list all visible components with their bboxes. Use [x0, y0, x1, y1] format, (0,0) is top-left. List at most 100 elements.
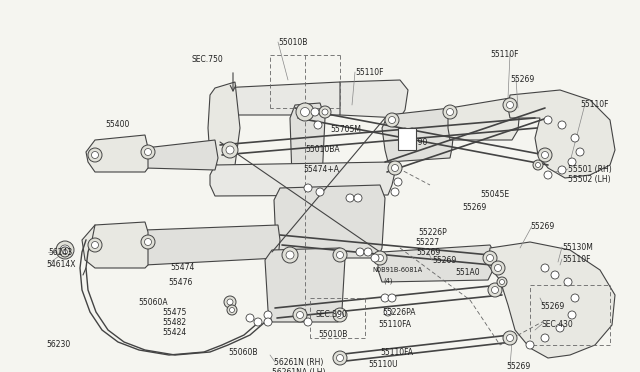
Text: 55474+A: 55474+A [303, 165, 339, 174]
Polygon shape [340, 80, 408, 118]
Circle shape [495, 264, 502, 272]
Circle shape [506, 334, 513, 341]
Circle shape [319, 106, 331, 118]
Circle shape [373, 251, 387, 265]
Circle shape [571, 294, 579, 302]
Circle shape [492, 286, 499, 294]
Text: 56230: 56230 [46, 340, 70, 349]
Circle shape [304, 184, 312, 192]
Circle shape [145, 238, 152, 246]
Polygon shape [274, 185, 385, 258]
Circle shape [264, 318, 272, 326]
Circle shape [541, 334, 549, 342]
Polygon shape [378, 245, 496, 282]
Text: 55110F: 55110F [490, 50, 518, 59]
Circle shape [364, 248, 372, 256]
Text: 55110F: 55110F [562, 255, 591, 264]
Circle shape [541, 151, 548, 158]
Text: 55269: 55269 [540, 302, 564, 311]
Circle shape [392, 164, 399, 171]
Text: 55110F: 55110F [580, 100, 609, 109]
Circle shape [224, 296, 236, 308]
Circle shape [538, 148, 552, 162]
Text: 55110F: 55110F [355, 68, 383, 77]
Text: 55269: 55269 [416, 248, 440, 257]
Text: SEC.430: SEC.430 [542, 320, 573, 329]
Text: 55110FA: 55110FA [380, 348, 413, 357]
Text: 55705M: 55705M [330, 125, 361, 134]
Polygon shape [86, 135, 148, 172]
Circle shape [337, 311, 344, 318]
Circle shape [381, 294, 389, 302]
Text: 55474: 55474 [170, 263, 195, 272]
FancyBboxPatch shape [398, 128, 416, 150]
Circle shape [141, 235, 155, 249]
Circle shape [227, 299, 233, 305]
Text: 55226PA: 55226PA [382, 308, 415, 317]
Polygon shape [82, 222, 148, 268]
Circle shape [551, 271, 559, 279]
Text: 55110FA: 55110FA [378, 320, 411, 329]
Circle shape [491, 261, 505, 275]
Circle shape [443, 105, 457, 119]
Circle shape [486, 254, 493, 262]
Circle shape [536, 163, 541, 167]
Circle shape [499, 279, 504, 285]
Circle shape [337, 355, 344, 362]
Circle shape [558, 166, 566, 174]
Text: 55269: 55269 [506, 362, 531, 371]
Circle shape [92, 241, 99, 248]
Circle shape [558, 121, 566, 129]
Circle shape [568, 311, 576, 319]
Circle shape [227, 305, 237, 315]
Circle shape [388, 116, 396, 124]
Text: 55502 (LH): 55502 (LH) [568, 175, 611, 184]
Text: 55269: 55269 [462, 203, 486, 212]
Text: 55110U: 55110U [368, 360, 397, 369]
Circle shape [254, 318, 262, 326]
Circle shape [576, 148, 584, 156]
Text: N0B91B-6081A: N0B91B-6081A [372, 267, 422, 273]
Polygon shape [265, 248, 345, 322]
Text: 55060A: 55060A [138, 298, 168, 307]
Circle shape [568, 158, 576, 166]
Text: SEC.750: SEC.750 [191, 55, 223, 64]
Circle shape [246, 314, 254, 322]
Circle shape [316, 188, 324, 196]
Polygon shape [133, 140, 218, 170]
Circle shape [222, 142, 238, 158]
Polygon shape [382, 108, 455, 162]
Circle shape [376, 254, 383, 262]
Circle shape [333, 351, 347, 365]
Circle shape [388, 294, 396, 302]
Circle shape [92, 151, 99, 158]
Circle shape [394, 178, 402, 186]
Circle shape [264, 311, 272, 319]
Text: 55130M: 55130M [562, 243, 593, 252]
Circle shape [385, 113, 399, 127]
Circle shape [322, 109, 328, 115]
Circle shape [488, 283, 502, 297]
Text: 55424: 55424 [162, 328, 186, 337]
Circle shape [483, 251, 497, 265]
Polygon shape [448, 98, 520, 140]
Circle shape [337, 251, 344, 259]
Text: 55269: 55269 [432, 256, 456, 265]
Circle shape [230, 308, 234, 312]
Text: 55482: 55482 [162, 318, 186, 327]
Circle shape [354, 194, 362, 202]
Circle shape [544, 116, 552, 124]
Text: 55475: 55475 [162, 308, 186, 317]
Circle shape [301, 108, 310, 116]
Text: 56261N (RH): 56261N (RH) [274, 358, 323, 367]
Circle shape [333, 248, 347, 262]
Text: (4): (4) [383, 277, 392, 283]
Circle shape [286, 251, 294, 259]
Text: 551A0: 551A0 [455, 268, 479, 277]
Polygon shape [508, 90, 615, 178]
Text: 55269: 55269 [510, 75, 534, 84]
Polygon shape [210, 162, 395, 196]
Circle shape [384, 308, 392, 316]
Circle shape [564, 278, 572, 286]
Text: 55490: 55490 [403, 138, 428, 147]
